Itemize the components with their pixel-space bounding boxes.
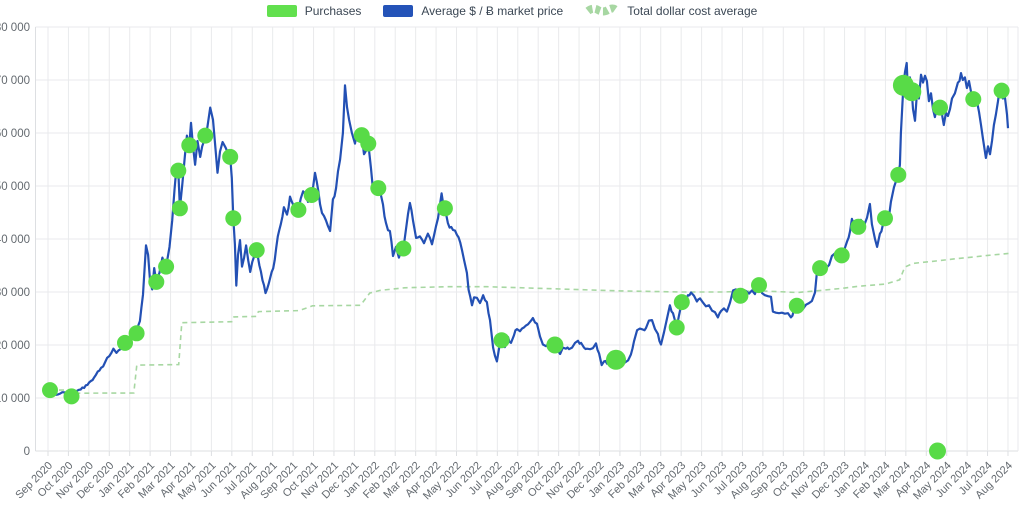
purchase-point[interactable]	[673, 294, 690, 311]
legend-label-dca: Total dollar cost average	[627, 4, 758, 18]
purchase-point[interactable]	[812, 260, 829, 277]
purchase-point[interactable]	[181, 137, 198, 154]
y-tick-label: 0	[24, 446, 30, 458]
y-tick-label: 40 000	[0, 234, 30, 246]
dca-swatch-icon	[585, 4, 620, 16]
legend-label-purchases: Purchases	[304, 4, 362, 18]
purchase-point[interactable]	[290, 201, 307, 218]
dca-average-line	[50, 252, 1011, 395]
purchase-point[interactable]	[128, 325, 145, 342]
purchase-point[interactable]	[197, 127, 214, 144]
chart-legend: Purchases Average $ / Ƀ market price Tot…	[0, 4, 1024, 18]
legend-item-market-price[interactable]: Average $ / Ƀ market price	[383, 4, 563, 18]
purchase-point[interactable]	[833, 247, 850, 264]
purchase-point[interactable]	[303, 187, 320, 203]
purchase-point[interactable]	[751, 277, 767, 294]
purchase-point[interactable]	[248, 242, 265, 259]
purchase-point[interactable]	[877, 210, 893, 227]
purchase-point[interactable]	[493, 332, 510, 349]
purchase-point[interactable]	[225, 210, 242, 227]
purchase-point[interactable]	[965, 91, 982, 108]
purchase-point[interactable]	[929, 442, 946, 460]
purchase-point[interactable]	[117, 334, 133, 351]
purchase-point[interactable]	[606, 349, 626, 370]
legend-item-purchases[interactable]: Purchases	[266, 4, 362, 18]
purchase-point[interactable]	[932, 99, 948, 116]
y-tick-label: 80 000	[0, 22, 30, 34]
purchase-point[interactable]	[42, 382, 58, 399]
y-tick-label: 70 000	[0, 75, 30, 87]
y-tick-label: 30 000	[0, 287, 30, 299]
purchase-point[interactable]	[158, 258, 175, 275]
purchase-point[interactable]	[222, 148, 239, 165]
y-tick-label: 50 000	[0, 181, 30, 193]
purchases-swatch-icon	[266, 5, 297, 17]
purchase-point[interactable]	[395, 240, 412, 257]
purchase-point[interactable]	[546, 336, 564, 354]
purchase-point[interactable]	[360, 135, 377, 152]
legend-item-dca[interactable]: Total dollar cost average	[585, 4, 757, 18]
purchase-point[interactable]	[668, 319, 685, 336]
legend-label-market-price: Average $ / Ƀ market price	[421, 4, 564, 18]
purchase-point[interactable]	[171, 200, 188, 217]
purchase-point[interactable]	[890, 166, 907, 183]
y-tick-label: 60 000	[0, 128, 30, 140]
y-tick-label: 20 000	[0, 340, 30, 352]
market-price-swatch-icon	[383, 5, 414, 17]
purchase-point[interactable]	[902, 82, 922, 102]
purchase-point[interactable]	[436, 200, 453, 217]
purchase-point[interactable]	[148, 273, 165, 290]
purchase-point[interactable]	[732, 287, 749, 304]
purchase-point[interactable]	[850, 218, 867, 235]
purchase-point[interactable]	[370, 180, 387, 197]
purchase-point[interactable]	[788, 297, 805, 314]
purchase-point[interactable]	[170, 162, 187, 179]
y-tick-label: 10 000	[0, 393, 30, 405]
purchase-point[interactable]	[993, 82, 1010, 99]
purchase-point[interactable]	[63, 388, 80, 405]
